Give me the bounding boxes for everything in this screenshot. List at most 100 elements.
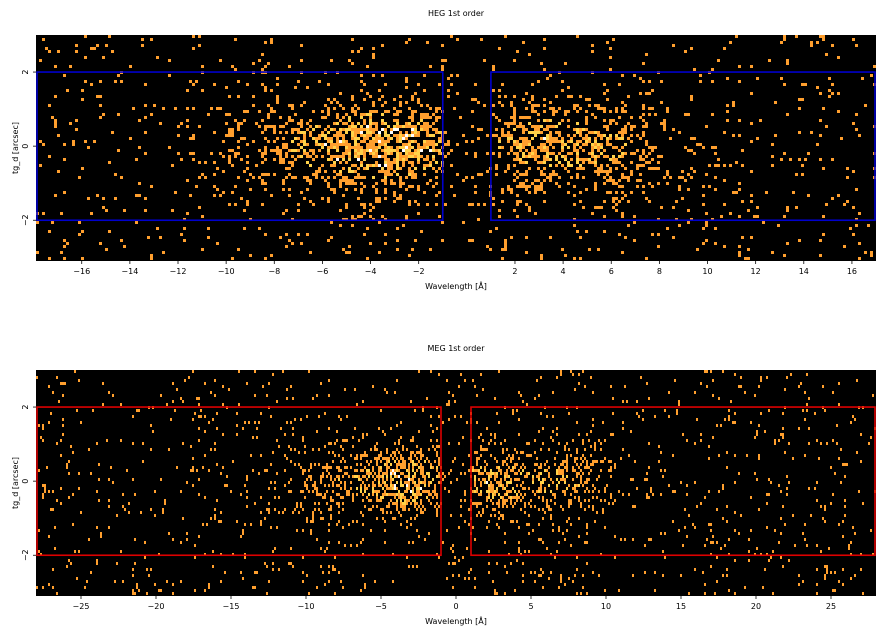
- event-pixel: [456, 92, 459, 95]
- event-pixel: [777, 224, 780, 227]
- event-pixel: [360, 161, 363, 164]
- event-pixel: [326, 466, 328, 469]
- event-pixel: [556, 487, 558, 490]
- event-pixel: [603, 83, 606, 86]
- event-pixel: [381, 143, 384, 146]
- event-pixel: [528, 206, 531, 209]
- event-pixel: [426, 496, 428, 499]
- event-pixel: [789, 158, 792, 161]
- event-pixel: [786, 59, 789, 62]
- event-pixel: [237, 140, 240, 143]
- event-pixel: [291, 161, 294, 164]
- event-pixel: [483, 104, 486, 107]
- event-pixel: [540, 254, 543, 257]
- event-pixel: [756, 547, 758, 550]
- event-pixel: [669, 137, 672, 140]
- event-pixel: [90, 571, 92, 574]
- event-pixel: [492, 484, 494, 487]
- event-pixel: [320, 481, 322, 484]
- event-pixel: [506, 457, 508, 460]
- event-pixel: [314, 502, 316, 505]
- event-pixel: [434, 493, 436, 496]
- event-pixel: [603, 176, 606, 179]
- x-tick-label: 4: [561, 267, 566, 276]
- event-pixel: [255, 164, 258, 167]
- event-pixel: [564, 143, 567, 146]
- event-pixel: [384, 481, 386, 484]
- event-pixel: [678, 131, 681, 134]
- event-pixel: [386, 466, 388, 469]
- event-pixel: [345, 140, 348, 143]
- event-pixel: [502, 505, 504, 508]
- event-pixel: [430, 493, 432, 496]
- event-pixel: [189, 194, 192, 197]
- event-pixel: [608, 469, 610, 472]
- event-pixel: [633, 239, 636, 242]
- event-pixel: [231, 164, 234, 167]
- event-pixel: [78, 221, 81, 224]
- event-pixel: [558, 122, 561, 125]
- event-pixel: [164, 502, 166, 505]
- event-pixel: [846, 167, 849, 170]
- event-pixel: [760, 379, 762, 382]
- event-pixel: [495, 167, 498, 170]
- event-pixel: [666, 227, 669, 230]
- event-pixel: [610, 496, 612, 499]
- event-pixel: [735, 191, 738, 194]
- event-pixel: [477, 128, 480, 131]
- event-pixel: [504, 532, 506, 535]
- event-pixel: [576, 161, 579, 164]
- event-pixel: [852, 122, 855, 125]
- event-pixel: [422, 454, 424, 457]
- event-pixel: [516, 155, 519, 158]
- event-pixel: [582, 206, 585, 209]
- event-pixel: [609, 119, 612, 122]
- event-pixel: [424, 460, 426, 463]
- event-pixel: [566, 466, 568, 469]
- event-pixel: [334, 442, 336, 445]
- event-pixel: [410, 400, 412, 403]
- event-pixel: [399, 137, 402, 140]
- event-pixel: [714, 188, 717, 191]
- event-pixel: [471, 239, 474, 242]
- event-pixel: [372, 164, 375, 167]
- event-pixel: [610, 433, 612, 436]
- event-pixel: [588, 505, 590, 508]
- event-pixel: [294, 149, 297, 152]
- event-pixel: [108, 35, 111, 38]
- event-pixel: [771, 251, 774, 254]
- event-pixel: [594, 460, 596, 463]
- event-pixel: [651, 158, 654, 161]
- event-pixel: [542, 499, 544, 502]
- event-pixel: [598, 574, 600, 577]
- event-pixel: [370, 460, 372, 463]
- event-pixel: [844, 514, 846, 517]
- event-pixel: [228, 128, 231, 131]
- event-pixel: [538, 430, 540, 433]
- event-pixel: [579, 134, 582, 137]
- event-pixel: [338, 475, 340, 478]
- event-pixel: [654, 167, 657, 170]
- event-pixel: [576, 143, 579, 146]
- event-pixel: [471, 98, 474, 101]
- event-pixel: [346, 466, 348, 469]
- event-pixel: [376, 448, 378, 451]
- event-pixel: [300, 44, 303, 47]
- event-pixel: [75, 50, 78, 53]
- event-pixel: [609, 179, 612, 182]
- event-pixel: [128, 502, 130, 505]
- event-pixel: [330, 137, 333, 140]
- event-pixel: [420, 511, 422, 514]
- event-pixel: [348, 179, 351, 182]
- event-pixel: [366, 487, 368, 490]
- event-pixel: [380, 508, 382, 511]
- event-pixel: [240, 197, 243, 200]
- event-pixel: [528, 131, 531, 134]
- event-pixel: [771, 143, 774, 146]
- event-pixel: [586, 466, 588, 469]
- event-pixel: [354, 457, 356, 460]
- event-pixel: [405, 125, 408, 128]
- event-pixel: [700, 433, 702, 436]
- event-pixel: [538, 490, 540, 493]
- event-pixel: [590, 445, 592, 448]
